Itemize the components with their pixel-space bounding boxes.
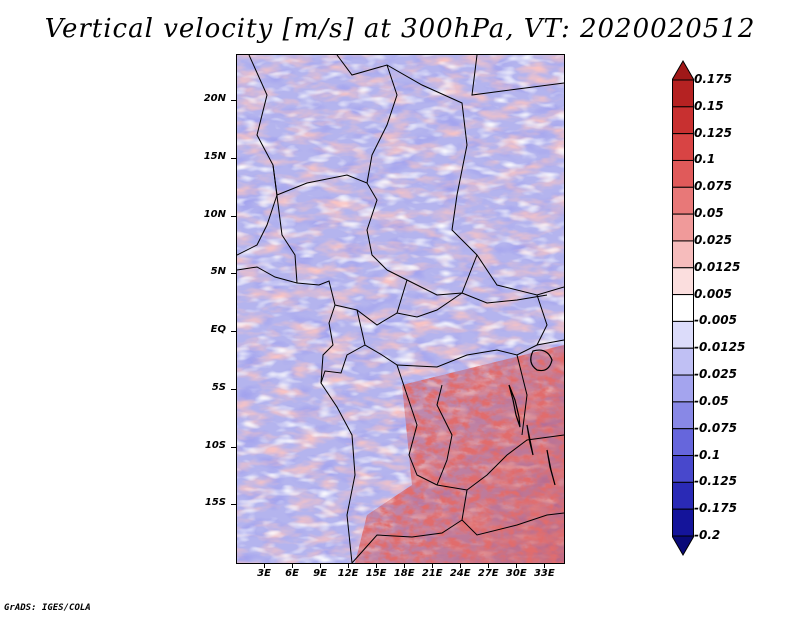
lon-tick-mark	[264, 563, 266, 568]
grads-credit: GrADS: IGES/COLA	[4, 603, 91, 613]
lon-tick-label: 6E	[285, 568, 299, 579]
lon-tick-mark	[320, 563, 322, 568]
colorbar-segment	[672, 240, 694, 269]
lat-tick-mark	[231, 157, 236, 159]
lon-tick-label: 24E	[449, 568, 471, 579]
lat-tick-label: 5S	[211, 381, 226, 393]
colorbar-label: -0.175	[694, 501, 737, 516]
lat-tick-label: 15S	[204, 497, 226, 509]
colorbar-segment	[672, 159, 694, 188]
colorbar-label: 0.15	[694, 98, 724, 113]
lon-tick-mark	[404, 563, 406, 568]
lon-tick-mark	[376, 563, 378, 568]
colorbar-label: -0.125	[694, 474, 737, 489]
lat-tick-label: EQ	[210, 324, 226, 336]
lon-tick-mark	[292, 563, 294, 568]
colorbar-label: -0.005	[694, 313, 737, 328]
colorbar-segment	[672, 79, 694, 108]
colorbar-label: 0.05	[694, 206, 724, 221]
colorbar-segment	[672, 186, 694, 215]
colorbar-label: 0.075	[694, 179, 732, 194]
lat-tick-mark	[231, 446, 236, 448]
lon-tick-mark	[544, 563, 546, 568]
lon-tick-mark	[348, 563, 350, 568]
lat-tick-mark	[231, 504, 236, 506]
lat-tick-label: 10N	[203, 208, 226, 220]
lon-tick-mark	[516, 563, 518, 568]
colorbar-segment	[672, 428, 694, 457]
colorbar-segment	[672, 267, 694, 296]
map-plot-area	[236, 54, 565, 564]
country-borders	[237, 55, 564, 563]
colorbar-segment	[672, 401, 694, 430]
lon-tick-mark	[432, 563, 434, 568]
lakes	[508, 349, 556, 486]
lon-tick-label: 12E	[337, 568, 359, 579]
colorbar-segment	[672, 106, 694, 135]
colorbar-label: -0.075	[694, 420, 737, 435]
colorbar-label: -0.05	[694, 393, 729, 408]
colorbar-label: 0.1	[694, 152, 716, 167]
colorbar-label: -0.025	[694, 367, 737, 382]
lat-tick-label: 20N	[203, 93, 226, 105]
colorbar-segment	[672, 213, 694, 242]
lon-tick-label: 3E	[257, 568, 271, 579]
colorbar-segment	[672, 374, 694, 403]
lat-tick-mark	[231, 215, 236, 217]
lon-tick-mark	[488, 563, 490, 568]
lon-tick-mark	[460, 563, 462, 568]
colorbar-label: -0.2	[694, 528, 721, 542]
lon-tick-label: 33E	[533, 568, 555, 579]
colorbar-label: 0.0125	[694, 259, 741, 274]
velocity-field-map	[237, 55, 564, 563]
chart-title: Vertical velocity [m/s] at 300hPa, VT: 2…	[44, 14, 756, 44]
colorbar-bottom-cap	[672, 535, 694, 556]
colorbar-top-cap	[672, 60, 694, 81]
colorbar-label: -0.1	[694, 447, 721, 462]
colorbar-segment	[672, 133, 694, 161]
lat-tick-mark	[231, 100, 236, 102]
colorbar-segment	[672, 347, 694, 376]
colorbar-label: 0.175	[694, 72, 732, 86]
colorbar-segment	[672, 294, 694, 322]
lat-tick-mark	[231, 273, 236, 275]
colorbar-segment	[672, 508, 694, 537]
colorbar-label: 0.025	[694, 232, 732, 247]
lat-tick-mark	[231, 388, 236, 390]
lon-tick-label: 18E	[393, 568, 415, 579]
lat-tick-label: 15N	[203, 150, 226, 162]
lat-tick-mark	[231, 331, 236, 333]
colorbar-label: 0.125	[694, 125, 732, 140]
colorbar-segment	[672, 481, 694, 510]
lat-tick-label: 10S	[204, 439, 226, 451]
colorbar-label: 0.005	[694, 286, 732, 301]
colorbar-segment	[672, 455, 694, 483]
colorbar-label: -0.0125	[694, 340, 746, 355]
lon-tick-label: 27E	[477, 568, 499, 579]
colorbar	[672, 60, 694, 556]
lon-tick-label: 21E	[421, 568, 443, 579]
lon-tick-label: 30E	[505, 568, 527, 579]
colorbar-segment	[672, 320, 694, 349]
lon-tick-label: 15E	[365, 568, 387, 579]
lat-tick-label: 5N	[210, 266, 226, 278]
lon-tick-label: 9E	[313, 568, 327, 579]
